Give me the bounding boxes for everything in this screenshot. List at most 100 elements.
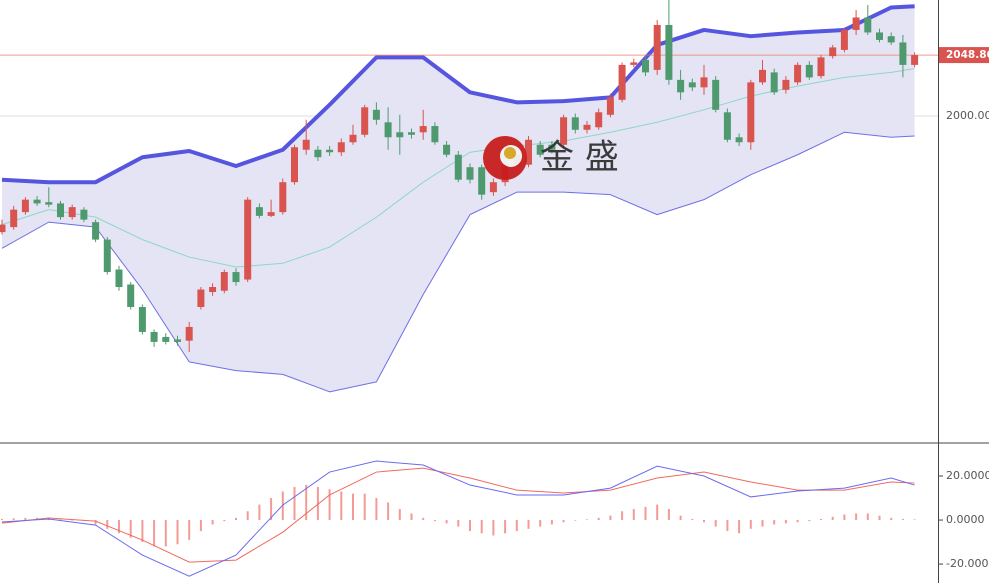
histogram-bar <box>106 520 109 529</box>
histogram-bar <box>387 502 390 521</box>
histogram-bar <box>831 516 834 521</box>
histogram-bar <box>24 517 27 521</box>
candle-body <box>712 79 720 110</box>
candle-body <box>361 107 369 135</box>
histogram-bar <box>468 520 471 532</box>
histogram-bar <box>702 520 705 523</box>
candle-body <box>794 64 802 83</box>
histogram-bar <box>855 513 858 521</box>
histogram-bar <box>141 520 144 543</box>
candle-body <box>173 339 181 342</box>
candle-body <box>478 167 486 195</box>
histogram-bar <box>632 509 635 521</box>
candle-body <box>454 154 462 180</box>
candle-body <box>267 212 275 216</box>
candle-body <box>407 132 415 135</box>
histogram-bar <box>714 520 717 527</box>
candle-body <box>314 149 322 158</box>
band-lower <box>1 131 915 393</box>
histogram-bar <box>328 489 331 521</box>
histogram-bar <box>270 498 273 521</box>
histogram-bar <box>351 493 354 521</box>
candle-body <box>829 47 837 57</box>
histogram-bar <box>738 520 741 534</box>
histogram-bar <box>808 520 811 522</box>
histogram-bar <box>890 517 893 521</box>
histogram-bar <box>375 498 378 521</box>
histogram-bar <box>199 520 202 532</box>
watermark-text: 金 盛 <box>540 138 619 178</box>
candle-body <box>138 306 146 332</box>
histogram-bar <box>574 520 577 521</box>
histogram-bar <box>258 504 261 521</box>
candle-body <box>419 126 427 133</box>
candle-body <box>817 57 825 77</box>
histogram-bar <box>422 517 425 521</box>
band-middle <box>1 68 915 268</box>
candle-body <box>840 29 848 50</box>
candle-body <box>536 144 544 155</box>
candle-body <box>326 149 334 153</box>
histogram-bar <box>656 504 659 521</box>
logo <box>504 147 516 159</box>
candle-body <box>33 199 41 204</box>
candle-body <box>758 69 766 83</box>
histogram-bar <box>188 520 191 540</box>
candle-body <box>396 132 404 138</box>
candle-body <box>384 122 392 138</box>
histogram-bar <box>433 520 436 522</box>
histogram-bar <box>726 520 729 532</box>
histogram-bar <box>819 518 822 521</box>
candle-body <box>548 144 556 150</box>
candle-body <box>911 55 919 65</box>
histogram-bar <box>585 519 588 521</box>
candle-body <box>571 117 579 130</box>
histogram-bar <box>211 520 214 525</box>
candle-body <box>349 134 357 143</box>
candle-body <box>887 36 895 43</box>
candle-body <box>653 24 661 70</box>
candle-body <box>466 167 474 180</box>
candle-body <box>185 326 193 341</box>
histogram-bar <box>504 520 507 534</box>
histogram-bar <box>340 491 343 521</box>
histogram-bar <box>445 520 448 524</box>
histogram-bar <box>691 518 694 521</box>
histogram-bar <box>878 515 881 521</box>
histogram-bar <box>363 493 366 521</box>
y-tick-label: 2000.00 <box>946 109 989 122</box>
histogram-bar <box>480 520 483 534</box>
candle-body <box>45 202 53 205</box>
candle-body <box>688 82 696 88</box>
candle-body <box>852 17 860 30</box>
histogram-bar <box>901 518 904 521</box>
histogram-bar <box>527 520 530 529</box>
histogram-bar <box>59 519 62 521</box>
candle-body <box>232 272 240 283</box>
histogram-bar <box>12 518 15 521</box>
histogram-bar <box>492 520 495 536</box>
histogram-bar <box>398 509 401 521</box>
histogram-bar <box>667 509 670 521</box>
candle-body <box>255 207 263 216</box>
histogram-bar <box>539 520 542 527</box>
histogram-bar <box>94 520 97 525</box>
candle-body <box>606 97 614 115</box>
candle-body <box>10 209 18 228</box>
histogram-bar <box>293 487 296 521</box>
candle-body <box>747 82 755 143</box>
histogram-bar <box>410 513 413 521</box>
histogram-bar <box>515 520 518 532</box>
band-fill <box>1 6 915 392</box>
candle-body <box>595 112 603 128</box>
main-panel: 2000.00 2048.86 <box>0 0 989 393</box>
candle-body <box>630 62 638 65</box>
candle-body <box>524 139 532 165</box>
macd-line <box>1 460 915 577</box>
candle-body <box>220 272 228 291</box>
histogram-bar <box>562 520 565 523</box>
histogram-bar <box>117 520 120 534</box>
candle-body <box>0 224 6 233</box>
watermark: 金 盛 <box>483 136 619 180</box>
